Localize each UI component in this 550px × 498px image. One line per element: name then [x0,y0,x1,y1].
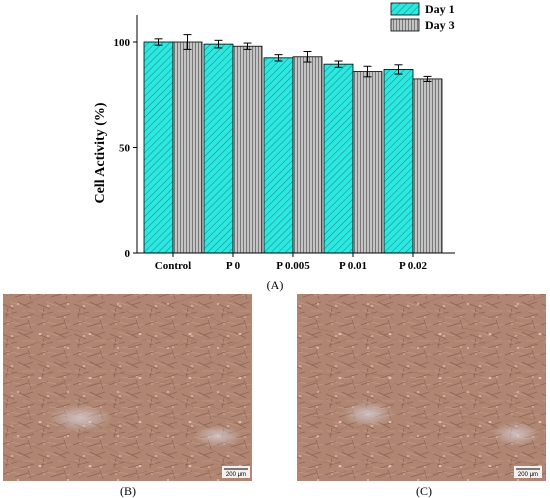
axes [136,15,455,254]
bar-day-1-control [143,41,174,254]
panel-label-b: (B) [120,484,136,498]
error-bar-day-1-p-0-01 [334,60,343,68]
bar-day-3-p-0-005 [292,56,323,254]
error-bar-day-3-p-0-01 [363,65,372,78]
error-bar-day-3-control [183,34,192,50]
svg-text:200 μm: 200 μm [226,472,246,478]
x-tick-label-control: Control [155,260,191,272]
bar-day-1-p-0-02 [383,69,414,254]
micrograph-b: 200 μm (B) [3,294,252,498]
y-ticks: 0 50 100 [114,37,137,260]
bar-day-3-p-0-02 [412,78,443,254]
error-bar-day-1-p-0 [214,39,223,49]
svg-text:200 μm: 200 μm [518,472,538,478]
y-tick-label-50: 50 [119,143,131,155]
x-tick-label-p-0-01: P 0.01 [339,260,367,272]
error-bar-day-1-control [154,38,163,46]
bar-day-1-p-0-005 [263,57,294,254]
x-tick-label-p-0-005: P 0.005 [276,260,310,272]
bar-day-3-control [172,41,203,254]
micrograph-c: 200 μm (C) [297,294,546,498]
bar-day-3-p-0 [232,45,263,254]
scale-bar-c: 200 μm [514,466,542,478]
error-bar-day-3-p-0-005 [303,50,312,63]
legend-swatch-day1 [390,2,420,16]
error-bar-day-1-p-0-005 [274,54,283,62]
y-tick-label-100: 100 [114,37,131,49]
panel-label-a: (A) [267,278,284,292]
bar-day-1-p-0-01 [323,63,354,254]
bars [143,41,443,254]
x-tick-label-p-0: P 0 [226,260,241,272]
scale-bar-b: 200 μm [222,466,250,478]
x-ticks: Control P 0 P 0.005 P 0.01 P 0.02 [155,253,428,272]
legend: Day 1 Day 3 [390,2,455,32]
legend-label-day3: Day 3 [425,18,455,32]
panel-label-c: (C) [416,484,432,498]
error-bar-day-3-p-0 [243,42,252,50]
bar-day-1-p-0 [203,43,234,254]
y-axis-title: Cell Activity (%) [93,102,108,203]
bar-day-3-p-0-01 [352,71,383,254]
y-tick-label-0: 0 [125,248,131,260]
legend-swatch-day3 [390,18,420,32]
x-tick-label-p-0-02: P 0.02 [399,260,428,272]
error-bar-day-3-p-0-02 [423,75,432,82]
error-bars [154,34,432,82]
error-bar-day-1-p-0-02 [394,64,403,75]
bar-chart: 0 50 100 Control P 0 P 0.005 P 0.01 P 0.02 Cel… [93,2,455,292]
legend-label-day1: Day 1 [425,2,455,16]
